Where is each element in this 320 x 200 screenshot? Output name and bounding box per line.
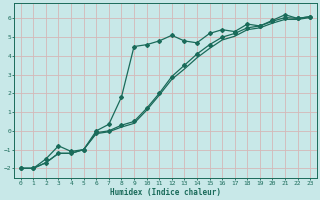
X-axis label: Humidex (Indice chaleur): Humidex (Indice chaleur) — [110, 188, 221, 197]
